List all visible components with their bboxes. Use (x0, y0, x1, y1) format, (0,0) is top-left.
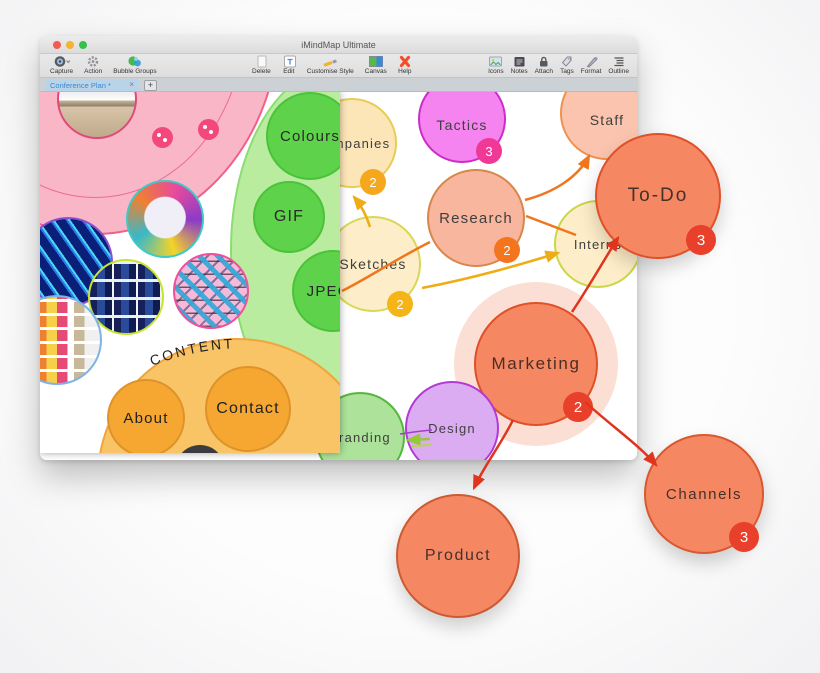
paintbrush-icon (322, 55, 338, 68)
toolbar-label: Edit (283, 68, 295, 75)
gear-icon (86, 55, 100, 68)
titlebar[interactable]: iMindMap Ultimate (40, 36, 637, 54)
bubble-count-badge: 2 (360, 169, 386, 195)
zoom-window-button[interactable] (79, 41, 87, 49)
toolbar: Capture Action Bubble Groups Delete (40, 54, 637, 78)
notes-icon (512, 55, 526, 68)
dark-photo-sliver (175, 445, 225, 453)
traffic-lights (53, 41, 87, 49)
image-icon (488, 55, 503, 68)
photo-collage[interactable] (88, 259, 164, 335)
bubble-groups-icon (127, 55, 142, 68)
tab-close-icon[interactable]: × (129, 80, 134, 89)
bubble-about[interactable]: About (107, 379, 185, 453)
notes-button[interactable]: Notes (511, 55, 528, 75)
toolbar-label: Action (84, 68, 103, 75)
toolbar-label: Delete (252, 68, 271, 75)
capture-button[interactable]: Capture (50, 55, 73, 75)
canvas-picture-icon (368, 55, 384, 68)
toolbar-label: Canvas (364, 68, 387, 75)
tab-bar: Conference Plan * × + (40, 78, 637, 92)
attach-lock-icon (537, 55, 550, 68)
toolbar-label: Help (398, 68, 412, 75)
left-map-panel[interactable]: Colours GIF JPEGs CONTENT About Contact (40, 92, 340, 453)
delete-button[interactable]: Delete (252, 55, 271, 75)
help-button[interactable]: Help (398, 55, 412, 75)
tag-icon (560, 55, 573, 68)
toolbar-label: Format (580, 68, 602, 75)
bubble-gif[interactable]: GIF (253, 181, 325, 253)
camera-capture-icon (53, 55, 71, 68)
outline-button[interactable]: Outline (608, 55, 629, 75)
attach-button[interactable]: Attach (535, 55, 553, 75)
bubble-colours[interactable]: Colours (266, 92, 340, 180)
minimize-window-button[interactable] (66, 41, 74, 49)
bubble-count-badge: 3 (729, 522, 759, 552)
format-brush-icon (585, 55, 598, 68)
toolbar-label: Bubble Groups (113, 68, 157, 75)
life-ring-icon (398, 55, 412, 68)
toolbar-label: Notes (510, 68, 528, 75)
bubble-group-handle[interactable] (198, 119, 219, 140)
new-tab-button[interactable]: + (144, 79, 157, 91)
tags-button[interactable]: Tags (560, 55, 574, 75)
stationery-photo[interactable] (126, 180, 204, 258)
triangle-pattern-photo[interactable] (173, 253, 249, 329)
toolbar-label: Icons (488, 68, 504, 75)
bubble-count-badge: 2 (494, 237, 520, 263)
tab-label: Conference Plan * (50, 80, 111, 90)
close-window-button[interactable] (53, 41, 61, 49)
format-button[interactable]: Format (580, 55, 602, 75)
toolbar-label: Outline (608, 68, 629, 75)
window-title: iMindMap Ultimate (301, 40, 376, 50)
toolbar-label: Tags (560, 68, 574, 75)
tab-conference-plan[interactable]: Conference Plan * × (45, 79, 139, 91)
bubble-contact[interactable]: Contact (205, 366, 291, 452)
bubble-product[interactable]: Product (396, 494, 520, 618)
document-delete-icon (254, 55, 268, 68)
bubble-group-handle[interactable] (152, 127, 173, 148)
bubble-count-badge: 3 (686, 225, 716, 255)
canvas-button[interactable]: Canvas (365, 55, 387, 75)
bubble-todo-label: To-Do (627, 185, 689, 206)
edit-text-icon (282, 55, 296, 68)
bubble-count-badge: 3 (476, 138, 502, 164)
mindmap-canvas[interactable]: Tactics 3 Staff Companies 2 Research 2 S… (40, 92, 637, 460)
bubble-count-badge: 2 (563, 392, 593, 422)
toolbar-label: Capture (50, 68, 74, 75)
icons-button[interactable]: Icons (488, 55, 504, 75)
bubble-count-badge: 2 (387, 291, 413, 317)
toolbar-label: Attach (534, 68, 554, 75)
outline-list-icon (612, 55, 626, 68)
app-window: iMindMap Ultimate Capture Action Bubble … (40, 36, 637, 460)
bubble-groups-button[interactable]: Bubble Groups (113, 55, 157, 75)
action-button[interactable]: Action (84, 55, 102, 75)
toolbar-label: Customise Style (306, 68, 354, 75)
edit-button[interactable]: Edit (282, 55, 296, 75)
bubble-tactics[interactable]: Tactics (418, 92, 506, 163)
customise-style-button[interactable]: Customise Style (307, 55, 354, 75)
